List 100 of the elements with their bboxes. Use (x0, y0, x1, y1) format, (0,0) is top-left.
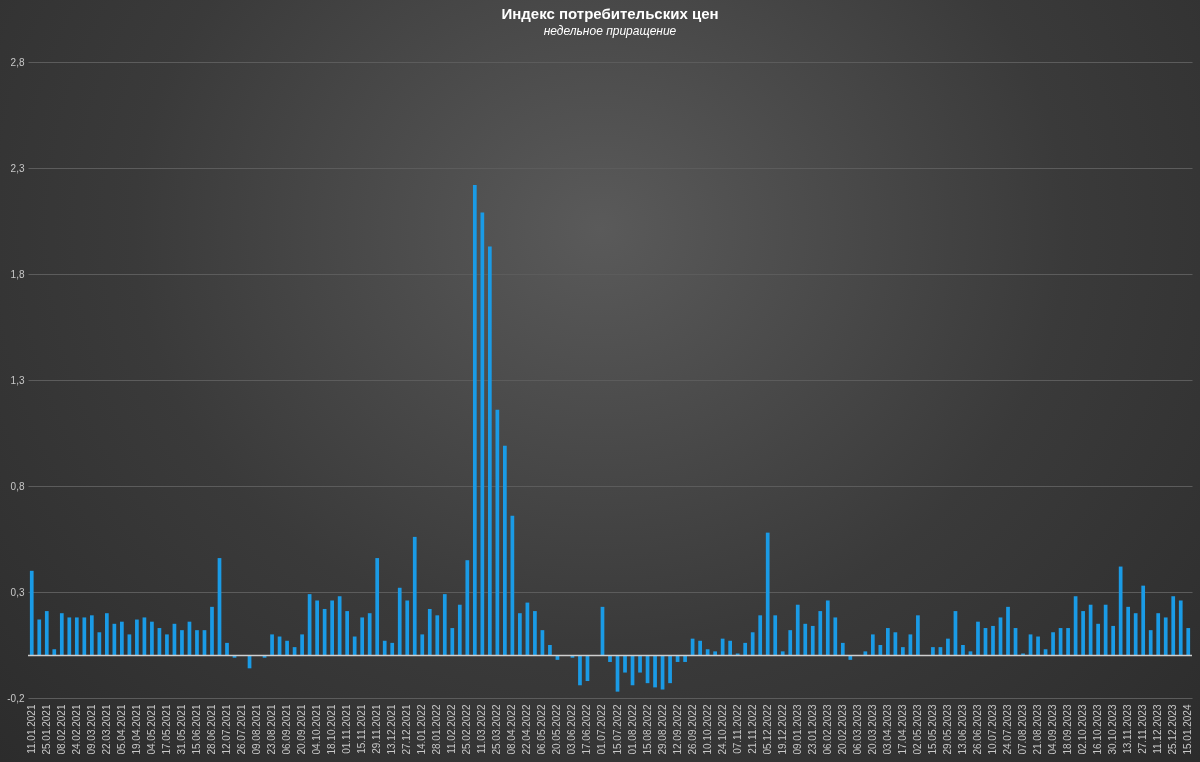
bar (457, 604, 462, 656)
bar (450, 628, 455, 656)
x-tick-label: 11.03.2022 (476, 704, 488, 754)
bar (976, 621, 980, 656)
x-tick-label: 17.06.2022 (581, 704, 593, 755)
y-tick-label: -0,2 (7, 692, 25, 704)
bar (89, 615, 94, 656)
x-tick-label: 01.11.2021 (341, 704, 353, 754)
x-tick-label: 26.06.2023 (971, 704, 983, 755)
chart-subtitle: недельное приращение (543, 24, 677, 38)
bar (1156, 613, 1161, 656)
bar (165, 634, 169, 656)
x-tick-label: 12.09.2022 (671, 704, 683, 755)
x-tick-label: 17.04.2023 (896, 704, 908, 755)
y-tick-label: 1,3 (10, 374, 25, 386)
bar (195, 630, 199, 656)
x-tick-label: 10.10.2022 (701, 704, 713, 755)
bar (991, 625, 995, 656)
y-tick-label: 0,8 (10, 480, 25, 492)
bar (420, 634, 425, 656)
x-tick-label: 22.03.2021 (100, 704, 112, 755)
x-tick-label: 15.08.2022 (641, 704, 653, 755)
bar (1148, 630, 1153, 656)
bar (1133, 613, 1138, 656)
x-tick-label: 09.08.2021 (251, 704, 263, 755)
bar (120, 621, 124, 656)
y-tick-label: 0,3 (10, 586, 25, 598)
bar (390, 642, 395, 656)
x-tick-label: 15.07.2022 (611, 704, 623, 755)
x-tick-label: 29.11.2021 (371, 704, 383, 754)
x-tick-label: 17.05.2021 (160, 704, 172, 755)
bar (848, 655, 853, 660)
x-tick-label: 22.04.2022 (521, 704, 533, 755)
bar (803, 623, 808, 656)
x-tick-label: 18.09.2023 (1062, 704, 1074, 755)
x-tick-label: 29.05.2023 (941, 704, 953, 755)
bar (330, 600, 334, 656)
x-tick-label: 19.12.2022 (776, 704, 788, 755)
bar (698, 640, 702, 656)
bar (870, 634, 875, 656)
bar (44, 611, 49, 656)
bar (97, 632, 102, 656)
x-tick-label: 11.02.2022 (446, 704, 458, 754)
bar (405, 600, 410, 656)
x-tick-label: 05.04.2021 (115, 704, 127, 755)
bar (1126, 606, 1131, 656)
x-tick-label: 20.05.2022 (551, 704, 563, 755)
x-tick-label: 28.06.2021 (205, 704, 217, 755)
x-tick-label: 11.12.2023 (1152, 704, 1164, 754)
x-tick-label: 29.08.2022 (656, 704, 668, 755)
x-tick-label: 25.01.2021 (40, 704, 52, 755)
x-tick-label: 13.11.2023 (1122, 704, 1134, 754)
bar (59, 613, 64, 656)
x-tick-label: 24.10.2022 (716, 704, 728, 755)
x-tick-label: 15.01.2024 (1182, 704, 1194, 755)
bar (518, 613, 522, 656)
x-tick-label: 07.08.2023 (1017, 704, 1029, 755)
x-tick-label: 01.08.2022 (626, 704, 638, 755)
x-tick-label: 24.02.2021 (70, 704, 82, 755)
bar (818, 611, 823, 656)
bar (683, 655, 687, 662)
bar (1066, 628, 1070, 656)
bar (180, 630, 184, 656)
x-tick-label: 04.09.2023 (1047, 704, 1059, 755)
bar (135, 619, 139, 656)
bar (668, 655, 672, 684)
bar (487, 246, 492, 656)
x-tick-label: 04.10.2021 (311, 704, 323, 755)
x-tick-label: 08.04.2022 (506, 704, 518, 755)
bar (375, 558, 380, 656)
x-tick-label: 16.10.2023 (1092, 704, 1104, 755)
x-tick-label: 26.09.2022 (686, 704, 698, 755)
x-tick-label: 12.07.2021 (221, 704, 233, 755)
x-tick-label: 31.05.2021 (175, 704, 187, 755)
bar (773, 615, 778, 656)
bar (840, 642, 845, 656)
bar (442, 594, 447, 656)
x-tick-label: 15.11.2021 (356, 704, 368, 754)
bar (104, 613, 109, 656)
x-tick-label: 02.10.2023 (1077, 704, 1089, 755)
bar (946, 638, 950, 656)
bar (285, 640, 289, 656)
bar (210, 606, 214, 656)
bar (367, 613, 372, 656)
bar (337, 596, 342, 656)
bar (382, 640, 387, 656)
bar (578, 655, 582, 686)
bar (638, 655, 642, 673)
x-tick-label: 08.02.2021 (55, 704, 67, 755)
bar (225, 642, 229, 656)
bar (1096, 623, 1100, 656)
bar (270, 634, 274, 656)
x-tick-label: 20.03.2023 (866, 704, 878, 755)
bar (788, 630, 793, 656)
x-tick-label: 11.01.2021 (25, 704, 37, 754)
bar (1006, 606, 1010, 656)
x-tick-label: 15.06.2021 (190, 704, 202, 755)
bar (548, 645, 552, 656)
bar (1118, 566, 1123, 656)
x-tick-label: 03.06.2022 (566, 704, 578, 755)
